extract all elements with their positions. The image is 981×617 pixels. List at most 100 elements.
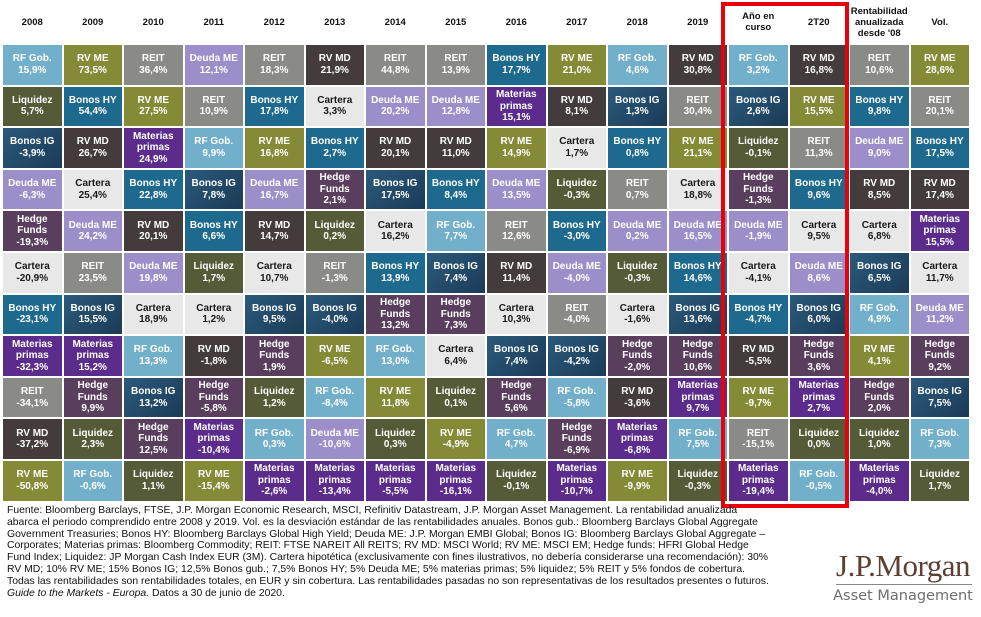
return-value: 9,5% xyxy=(262,314,286,326)
table-cell: Deuda ME -6,3% xyxy=(3,169,62,210)
return-value: -2,0% xyxy=(624,361,651,373)
return-value: 9,7% xyxy=(686,403,710,415)
table-cell: Deuda ME 20,2% xyxy=(366,86,425,127)
return-value: -1,8% xyxy=(200,355,227,367)
asset-label: Deuda ME xyxy=(129,261,178,273)
table-cell: Bonos HY 6,6% xyxy=(184,211,243,251)
table-cell: Liquidez -0,3% xyxy=(608,252,667,293)
return-value: 12,5% xyxy=(139,444,168,456)
return-value: -4,0% xyxy=(321,314,348,326)
table-cell: RV ME 28,6% xyxy=(910,45,969,85)
table-cell: Cartera 6,8% xyxy=(850,211,909,251)
footer-line: abarca el periodo comprendido entre 2008… xyxy=(7,516,758,528)
asset-label: Materias primas xyxy=(132,130,174,154)
return-value: -0,3% xyxy=(684,480,711,492)
table-cell: Materias primas 9,7% xyxy=(668,377,727,418)
table-cell: Deuda ME 19,8% xyxy=(124,252,183,293)
asset-label: Cartera xyxy=(740,261,776,273)
table-cell: Liquidez 2,3% xyxy=(63,419,122,459)
table-cell: Bonos IG -4,2% xyxy=(547,336,606,376)
column-header: Rentabilidad anualizada desde '08 xyxy=(850,5,908,39)
asset-label: Deuda ME xyxy=(794,261,843,273)
return-value: 7,7% xyxy=(444,231,468,243)
asset-label: RF Gob. xyxy=(557,386,597,398)
asset-label: Liquidez xyxy=(495,469,537,481)
asset-label: Materias primas xyxy=(919,213,961,237)
table-cell: RV ME -9,9% xyxy=(608,460,667,501)
table-cell: RF Gob. -0,6% xyxy=(63,460,122,501)
return-value: 11,8% xyxy=(381,397,410,409)
asset-label: RF Gob. xyxy=(859,302,899,314)
asset-label: REIT xyxy=(686,94,710,106)
table-cell: Materias primas -10,7% xyxy=(547,460,606,501)
asset-label: RV ME xyxy=(77,53,109,65)
table-cell: Cartera -20,9% xyxy=(3,252,62,293)
asset-label: Bonos IG xyxy=(917,386,962,398)
table-cell: RV MD 8,5% xyxy=(850,169,909,210)
return-value: -19,4% xyxy=(742,486,775,498)
table-cell: Liquidez 0,2% xyxy=(305,211,364,251)
asset-label: Hedge Funds xyxy=(924,338,956,362)
return-value: 9,5% xyxy=(807,231,831,243)
table-cell: Hedge Funds 13,2% xyxy=(366,294,425,335)
return-value: 7,5% xyxy=(928,397,952,409)
asset-label: RF Gob. xyxy=(375,344,415,356)
return-value: 16,8% xyxy=(804,64,833,76)
asset-label: Bonos IG xyxy=(191,178,236,190)
asset-label: Bonos IG xyxy=(736,94,781,106)
table-cell: Bonos IG 7,4% xyxy=(487,336,546,376)
return-value: 0,8% xyxy=(625,147,649,159)
table-cell: REIT 11,3% xyxy=(789,128,848,168)
return-value: 5,7% xyxy=(20,106,44,118)
table-cell: Materias primas -5,5% xyxy=(366,460,425,501)
table-cell: Hedge Funds 2,1% xyxy=(305,169,364,210)
return-value: 10,6% xyxy=(865,64,894,76)
asset-label: Bonos HY xyxy=(915,136,964,148)
asset-label: RV ME xyxy=(561,53,593,65)
return-value: 0,2% xyxy=(625,231,649,243)
return-value: 20,1% xyxy=(139,231,168,243)
asset-label: Bonos IG xyxy=(857,261,902,273)
return-value: 7,3% xyxy=(444,320,468,332)
table-cell: RV MD 20,1% xyxy=(124,211,183,251)
asset-label: Hedge Funds xyxy=(682,338,714,362)
footer-notes: Fuente: Bloomberg Barclays, FTSE, J.P. M… xyxy=(7,505,769,599)
asset-label: RV ME xyxy=(16,469,49,481)
return-value: 5,6% xyxy=(504,403,528,415)
table-cell: RF Gob. 7,3% xyxy=(910,419,969,459)
return-value: 26,7% xyxy=(78,147,107,159)
asset-label: RV ME xyxy=(621,469,654,481)
return-value: -15,1% xyxy=(742,439,775,451)
return-value: 3,3% xyxy=(323,106,347,118)
table-cell: RV MD 17,4% xyxy=(910,169,969,210)
return-value: 14,7% xyxy=(260,231,289,243)
table-cell: RV ME 15,5% xyxy=(789,86,848,127)
asset-label: Liquidez xyxy=(919,469,961,481)
asset-label: RF Gob. xyxy=(617,53,657,65)
table-cell: Bonos IG 6,5% xyxy=(850,252,909,293)
table-cell: RV ME 4,1% xyxy=(850,336,909,376)
asset-label: RV ME xyxy=(682,136,714,148)
table-cell: Bonos IG 6,0% xyxy=(789,294,848,335)
asset-label: Bonos HY xyxy=(371,261,420,273)
table-cell: Bonos IG 17,5% xyxy=(366,169,425,210)
return-value: -37,2% xyxy=(16,439,49,451)
asset-label: Cartera xyxy=(559,136,595,148)
table-cell: RV ME 21,1% xyxy=(668,128,727,168)
asset-label: RV ME xyxy=(319,344,351,356)
table-cell: RF Gob. 4,7% xyxy=(487,419,546,459)
table-cell: Bonos HY 14,6% xyxy=(668,252,727,293)
asset-label: Bonos IG xyxy=(675,302,720,314)
return-value: 15,5% xyxy=(925,236,954,248)
table-cell: Liquidez 0,1% xyxy=(426,377,485,418)
asset-label: Liquidez xyxy=(858,427,900,439)
return-value: 11,3% xyxy=(804,147,833,159)
return-value: 17,5% xyxy=(381,189,410,201)
asset-label: Hedge Funds xyxy=(621,338,653,362)
table-cell: REIT -34,1% xyxy=(3,377,62,418)
asset-label: RV MD xyxy=(863,178,896,190)
return-value: 6,6% xyxy=(202,231,226,243)
table-cell: Bonos HY 8,4% xyxy=(426,169,485,210)
logo-brand: J.P.Morgan xyxy=(836,548,970,583)
return-value: 0,3% xyxy=(262,439,286,451)
